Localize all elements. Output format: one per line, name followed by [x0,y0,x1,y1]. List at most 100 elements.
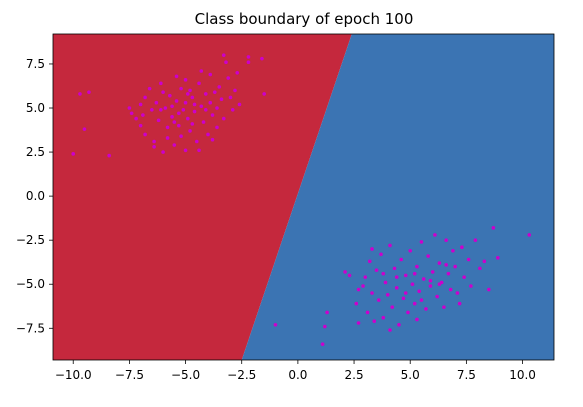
data-point-cluster-2 [368,260,372,264]
data-point-cluster-2 [456,291,460,295]
data-point-cluster-1 [184,101,188,105]
data-point-cluster-1 [208,73,212,77]
y-tick-label: 2.5 [26,145,45,159]
data-point-cluster-2 [343,270,347,274]
data-point-cluster-1 [177,111,181,115]
data-point-cluster-2 [420,298,424,302]
data-point-cluster-1 [139,124,143,128]
data-point-cluster-1 [175,74,179,78]
data-point-cluster-2 [402,297,406,301]
data-point-cluster-2 [496,256,500,260]
data-point-cluster-2 [458,302,462,306]
data-point-cluster-2 [438,261,442,265]
data-point-cluster-1 [139,103,143,107]
data-point-cluster-1 [190,122,194,126]
data-point-cluster-1 [190,96,194,100]
data-point-cluster-2 [348,274,352,278]
data-point-cluster-2 [444,238,448,242]
data-point-cluster-1 [173,120,177,124]
x-tick-label: −10.0 [55,368,92,382]
data-point-cluster-1 [164,106,168,110]
data-point-cluster-1 [224,60,228,64]
y-tick-label: −5.0 [16,277,45,291]
data-point-cluster-1 [166,126,170,130]
data-point-cluster-1 [71,152,75,156]
data-point-cluster-2 [357,321,361,325]
data-point-cluster-2 [433,233,437,237]
data-point-cluster-2 [357,288,361,292]
y-tick-label: 7.5 [26,57,45,71]
x-tick-label: 2.5 [345,368,364,382]
data-point-cluster-1 [157,119,161,123]
data-point-cluster-2 [420,240,424,244]
data-point-cluster-2 [444,263,448,267]
data-point-cluster-2 [370,291,374,295]
data-point-cluster-1 [188,129,192,133]
data-point-cluster-2 [467,258,471,262]
data-point-cluster-2 [325,311,329,315]
data-point-cluster-1 [260,57,264,61]
data-point-cluster-2 [478,267,482,271]
data-point-cluster-2 [424,307,428,311]
data-point-cluster-1 [87,90,91,94]
y-tick-label: 0.0 [26,189,45,203]
data-point-cluster-1 [159,108,163,112]
data-point-cluster-1 [150,108,154,112]
data-point-cluster-2 [442,305,446,309]
x-tick-label: 10.0 [509,368,536,382]
data-point-cluster-1 [233,89,237,93]
data-point-cluster-2 [527,233,531,237]
data-point-cluster-1 [83,127,87,131]
data-point-cluster-2 [415,265,419,269]
data-point-cluster-1 [182,108,186,112]
data-point-cluster-2 [453,265,457,269]
data-point-cluster-2 [422,277,426,281]
data-point-cluster-1 [247,55,251,59]
data-point-cluster-2 [388,244,392,248]
data-point-cluster-2 [354,302,358,306]
data-point-cluster-1 [231,108,235,112]
data-point-cluster-2 [399,258,403,262]
data-point-cluster-1 [166,136,170,140]
data-point-cluster-2 [375,268,379,272]
data-point-cluster-1 [155,101,159,105]
data-point-cluster-2 [413,272,417,276]
data-point-cluster-2 [415,318,419,322]
data-point-cluster-2 [381,316,385,320]
data-point-cluster-1 [134,117,138,121]
data-point-cluster-2 [469,284,473,288]
data-point-cluster-1 [262,92,266,96]
data-point-cluster-1 [197,82,201,86]
data-point-cluster-1 [195,140,199,144]
data-point-cluster-1 [148,87,152,91]
data-point-cluster-1 [184,149,188,153]
x-tick-label: −2.5 [227,368,256,382]
data-point-cluster-2 [408,249,412,253]
data-point-cluster-2 [377,298,381,302]
data-point-cluster-1 [197,149,201,153]
data-point-cluster-2 [451,249,455,253]
data-point-cluster-1 [208,101,212,105]
data-point-cluster-1 [229,96,233,100]
data-point-cluster-1 [206,133,210,137]
x-tick-label: 5.0 [401,368,420,382]
data-point-cluster-1 [215,126,219,130]
data-point-cluster-2 [406,311,410,315]
data-point-cluster-1 [199,69,203,73]
data-point-cluster-2 [395,275,399,279]
x-tick-label: −5.0 [171,368,200,382]
data-point-cluster-1 [199,104,203,108]
data-point-cluster-1 [186,92,190,96]
data-point-cluster-2 [386,293,390,297]
data-point-cluster-1 [173,143,177,147]
data-point-cluster-1 [128,106,132,110]
data-point-cluster-2 [429,279,433,283]
y-tick-label: −2.5 [16,233,45,247]
data-point-cluster-2 [417,289,421,293]
data-point-cluster-1 [204,92,208,96]
data-point-cluster-1 [179,134,183,138]
y-tick-label: 5.0 [26,101,45,115]
data-point-cluster-1 [170,104,174,108]
data-point-cluster-2 [323,325,327,329]
